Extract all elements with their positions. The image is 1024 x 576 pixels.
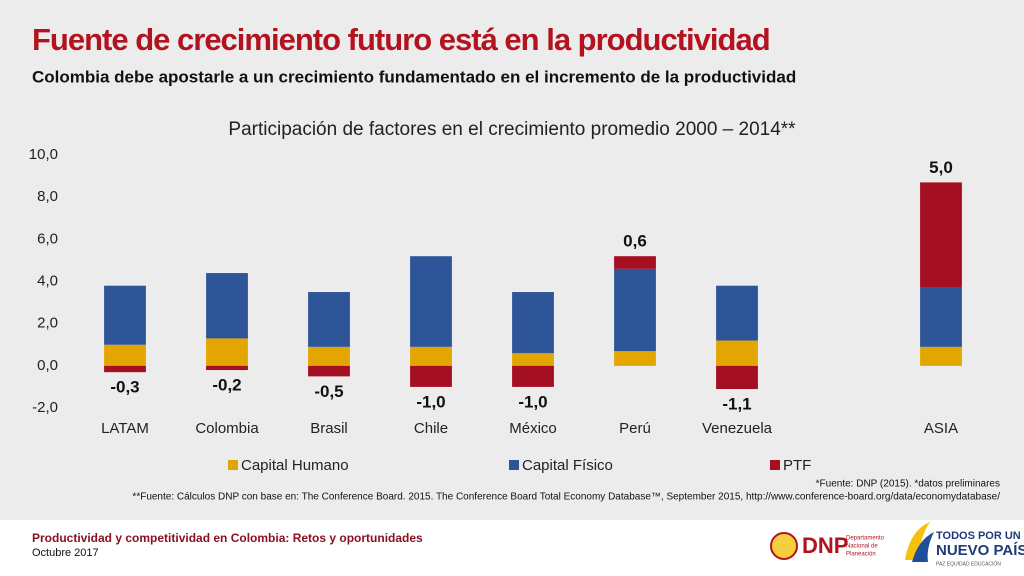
dnp-logo: DNP Departamento Nacional de Planeación bbox=[770, 532, 885, 560]
slide-subtitle: Colombia debe apostarle a un crecimiento… bbox=[32, 67, 796, 86]
government-logo: TODOS POR UN NUEVO PAÍS PAZ EQUIDAD EDUC… bbox=[905, 522, 1024, 567]
data-label: -0,2 bbox=[212, 376, 241, 395]
bar-segment bbox=[512, 353, 554, 366]
bar-segment bbox=[206, 365, 248, 371]
x-tick-label: ASIA bbox=[924, 420, 958, 437]
data-label: -0,3 bbox=[110, 378, 139, 397]
bar-segment bbox=[614, 256, 656, 269]
bar-segment bbox=[512, 365, 554, 387]
bar-segment bbox=[920, 346, 962, 366]
bar-segment bbox=[920, 182, 962, 288]
legend-swatch bbox=[770, 460, 780, 470]
x-tick-label: LATAM bbox=[101, 420, 149, 437]
y-tick-label: 0,0 bbox=[37, 357, 58, 374]
bar-segment bbox=[206, 273, 248, 339]
logo-text: PAZ EQUIDAD EDUCACIÓN bbox=[936, 560, 1001, 567]
data-label: 5,0 bbox=[929, 158, 953, 177]
bar-segment bbox=[716, 285, 758, 341]
data-label: -1,1 bbox=[722, 395, 751, 414]
legend-label: PTF bbox=[783, 457, 811, 474]
note: *Fuente: DNP (2015). *datos preliminares bbox=[816, 479, 1000, 490]
background bbox=[0, 0, 1024, 520]
bar-segment bbox=[410, 365, 452, 387]
logo-shape bbox=[905, 522, 930, 560]
bar-segment bbox=[410, 256, 452, 347]
data-label: -1,0 bbox=[518, 392, 547, 411]
bar-segment bbox=[920, 287, 962, 347]
logo-text: TODOS POR UN bbox=[936, 530, 1021, 542]
legend-swatch bbox=[228, 460, 238, 470]
chart-title: Participación de factores en el crecimie… bbox=[228, 119, 796, 140]
x-tick-label: Colombia bbox=[195, 420, 259, 437]
legend-label: Capital Humano bbox=[241, 457, 349, 474]
bar-segment bbox=[716, 340, 758, 366]
logo-text: Departamento bbox=[846, 536, 885, 542]
logo-shape bbox=[912, 532, 934, 562]
footer-date: Octubre 2017 bbox=[32, 547, 99, 559]
legend-swatch bbox=[509, 460, 519, 470]
y-tick-label: 2,0 bbox=[37, 315, 58, 332]
y-tick-label: 6,0 bbox=[37, 230, 58, 247]
bar-segment bbox=[206, 338, 248, 366]
x-tick-label: México bbox=[509, 420, 557, 437]
y-tick-label: -2,0 bbox=[32, 399, 58, 416]
y-tick-label: 8,0 bbox=[37, 188, 58, 205]
data-label: 0,6 bbox=[623, 232, 647, 251]
bar-segment bbox=[614, 268, 656, 352]
logo-text: NUEVO PAÍS bbox=[936, 542, 1024, 559]
bar-segment bbox=[410, 346, 452, 366]
logo-text: Nacional de bbox=[846, 544, 878, 550]
bar-segment bbox=[308, 365, 350, 377]
bar-segment bbox=[104, 365, 146, 373]
y-tick-label: 4,0 bbox=[37, 272, 58, 289]
logo-text: DNP bbox=[802, 533, 848, 558]
bar-segment bbox=[104, 285, 146, 345]
note: **Fuente: Cálculos DNP con base en: The … bbox=[132, 492, 1000, 503]
x-tick-label: Chile bbox=[414, 420, 448, 437]
footer-band bbox=[0, 520, 1024, 576]
bar-segment bbox=[308, 346, 350, 366]
legend-label: Capital Físico bbox=[522, 457, 613, 474]
slide-title: Fuente de crecimiento futuro está en la … bbox=[32, 22, 770, 57]
data-label: -0,5 bbox=[314, 382, 343, 401]
logo-text: Planeación bbox=[846, 552, 876, 558]
bar-segment bbox=[614, 351, 656, 366]
x-tick-label: Perú bbox=[619, 420, 651, 437]
data-label: -1,0 bbox=[416, 392, 445, 411]
footer-text: Productividad y competitividad en Colomb… bbox=[32, 531, 423, 545]
emblem bbox=[770, 532, 798, 560]
bar-segment bbox=[716, 365, 758, 390]
bar-segment bbox=[512, 292, 554, 354]
x-tick-label: Venezuela bbox=[702, 420, 773, 437]
y-tick-label: 10,0 bbox=[29, 146, 58, 163]
bar-segment bbox=[308, 292, 350, 347]
x-tick-label: Brasil bbox=[310, 420, 348, 437]
bar-segment bbox=[104, 344, 146, 366]
